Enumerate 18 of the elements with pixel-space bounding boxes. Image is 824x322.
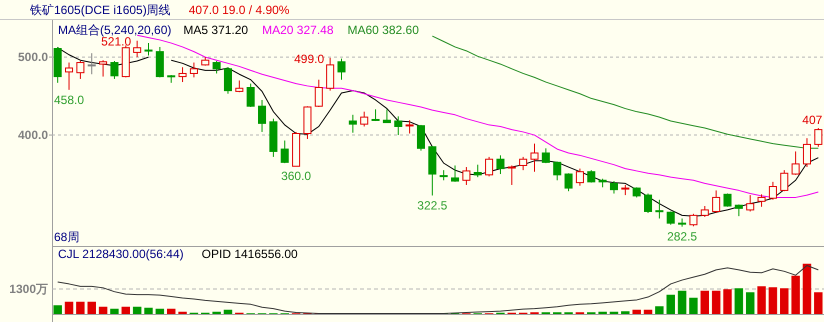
ref-line-label: 1300万 (9, 282, 48, 296)
y-tick-label: 400.0 (18, 128, 48, 142)
annotation: 282.5 (667, 230, 698, 244)
annotation: 499.0 (294, 52, 324, 66)
chart-subtitle: OPID 1416556.00 (202, 247, 298, 261)
legend-title: MA组合(5,240,20,60) (58, 23, 172, 37)
annotation: 68周 (54, 230, 80, 244)
chart-title: 铁矿1605(DCE i1605)周线 (29, 3, 171, 17)
chart-subtitle: 407.0 19.0 / 4.90% (188, 3, 290, 17)
annotation: 360.0 (281, 169, 312, 184)
annotation: 407 (802, 113, 823, 128)
chart-title: CJL 2128430.00(56:44) (58, 247, 184, 261)
annotation: 322.5 (417, 198, 448, 212)
annotation: 458.0 (54, 92, 84, 107)
series-label: MA60 382.60 (348, 23, 420, 37)
y-tick-label: 500.0 (18, 50, 48, 64)
text: MA20 327.48 (262, 23, 334, 37)
text: MA5 371.20 (183, 23, 248, 37)
